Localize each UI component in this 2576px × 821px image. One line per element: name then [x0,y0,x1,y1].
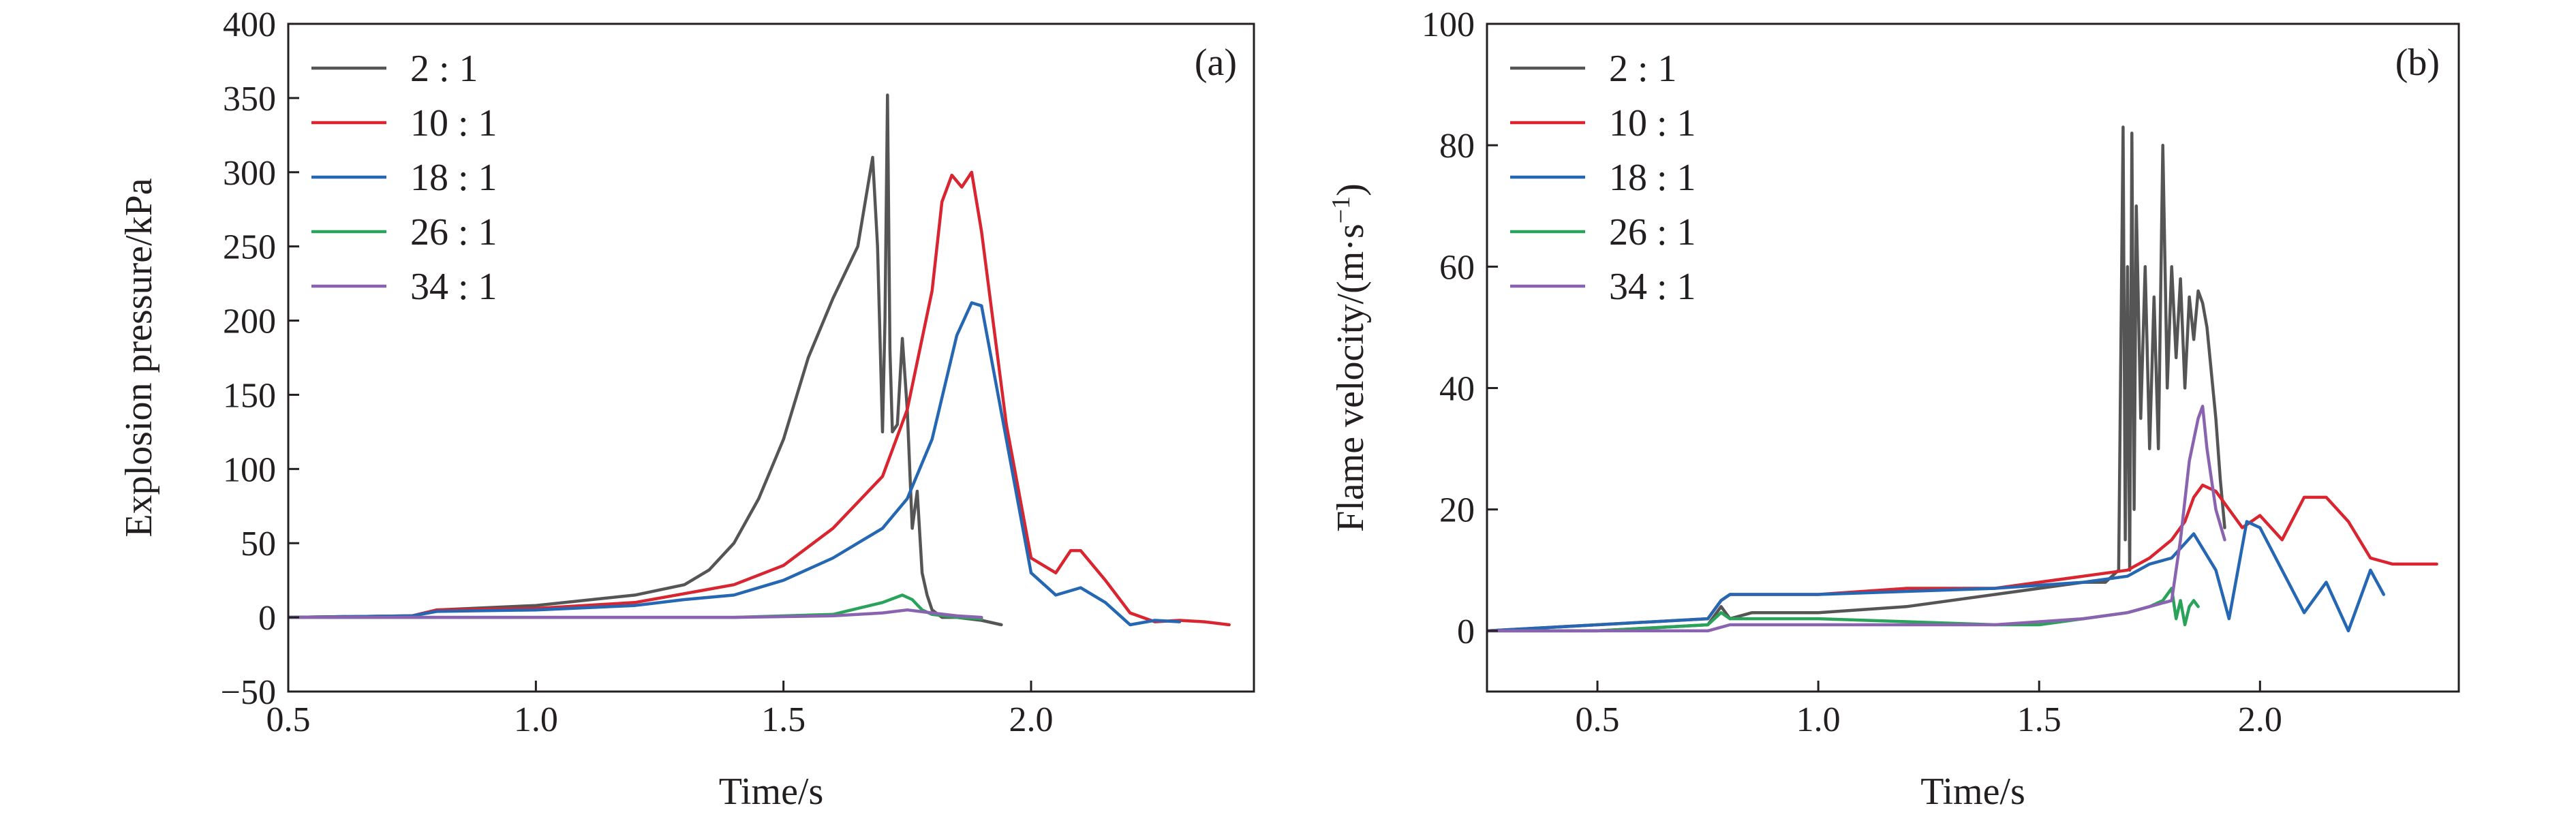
y-tick-label-b-1: 20 [1439,491,1475,530]
x-tick-label-a-0: 0.5 [266,700,311,739]
legend-label-b-1: 10 : 1 [1609,102,1696,144]
y-tick-label-b-4: 80 [1439,127,1475,166]
legend-label-b-0: 2 : 1 [1609,48,1677,90]
x-tick-label-a-1: 1.0 [514,700,558,739]
y-axis-title-text-b: Flame velocity/(m·s [1330,223,1372,532]
series-line-a-0 [288,93,1003,627]
legend-label-b-4: 34 : 1 [1609,266,1696,308]
y-tick-label-a-1: 0 [258,599,276,638]
x-tick-label-b-0: 0.5 [1576,700,1620,739]
legend-label-a-2: 18 : 1 [410,157,497,199]
x-tick-label-b-3: 2.0 [2238,700,2282,739]
series-line-a-2 [288,301,1182,627]
x-axis-title-b: Time/s [1920,771,2025,813]
series-line-b-1 [1487,483,2438,633]
plot-frame-b [1486,22,2460,693]
y-tick-label-b-0: 0 [1457,613,1475,651]
legend-b: 2 : 1 10 : 1 18 : 1 26 : 1 34 : 1 [1510,48,1696,308]
y-tick-label-b-2: 40 [1439,370,1475,409]
y-tick-label-a-0: −50 [221,673,276,712]
x-tick-label-a-2: 1.5 [761,700,806,739]
panel-a-explosion-pressure: 0.5 1.0 1.5 2.0 −50 0 50 100 150 200 250 300 350 400 T… [118,5,1255,813]
y-tick-label-a-4: 150 [223,376,276,415]
panel-b-flame-velocity: 0.5 1.0 1.5 2.0 0 20 40 60 80 100 Time/s Flame velo… [1327,5,2460,813]
legend-label-a-3: 26 : 1 [410,211,497,253]
series-line-b-4 [1487,405,2226,633]
plot-frame-a [287,22,1255,693]
legend-label-a-0: 2 : 1 [410,48,478,90]
y-tick-label-a-6: 250 [223,228,276,267]
y-tick-label-a-8: 350 [223,80,276,119]
y-axis-title-text-a: Explosion pressure/kPa [118,178,160,537]
y-tick-label-b-5: 100 [1422,5,1475,44]
series-line-b-2 [1487,520,2386,633]
x-tick-label-b-2: 1.5 [2017,700,2061,739]
y-axis-title-a: Explosion pressure/kPa [118,178,160,537]
x-tick-label-b-1: 1.0 [1796,700,1841,739]
y-axis-title-suffix-b: ) [1330,183,1372,196]
y-tick-label-a-9: 400 [223,5,276,44]
legend-a: 2 : 1 10 : 1 18 : 1 26 : 1 34 : 1 [311,48,497,308]
series-line-b-0 [1487,125,2226,633]
legend-label-b-3: 26 : 1 [1609,211,1696,253]
x-axis-title-a: Time/s [719,771,824,813]
y-tick-label-a-7: 300 [223,154,276,193]
y-axis-title-b: Flame velocity/(m·s−1) [1327,183,1372,532]
x-tick-label-a-3: 2.0 [1009,700,1054,739]
panel-label-a: (a) [1195,42,1237,84]
plot-area-a: 0.5 1.0 1.5 2.0 −50 0 50 100 150 200 250 300 350 400 T… [118,5,1255,813]
legend-label-a-4: 34 : 1 [410,266,497,308]
y-tick-label-a-2: 50 [241,525,276,563]
y-tick-label-a-5: 200 [223,303,276,341]
y-tick-label-b-3: 60 [1439,248,1475,287]
y-axis-title-superscript-b: −1 [1327,196,1355,223]
panel-label-b: (b) [2395,42,2440,84]
legend-label-b-2: 18 : 1 [1609,157,1696,199]
series-line-a-1 [288,170,1231,627]
legend-label-a-1: 10 : 1 [410,102,497,144]
plot-area-b: 0.5 1.0 1.5 2.0 0 20 40 60 80 100 Time/s Flame velo… [1327,5,2460,813]
y-tick-label-a-3: 100 [223,450,276,489]
series-line-a-4 [288,608,983,619]
